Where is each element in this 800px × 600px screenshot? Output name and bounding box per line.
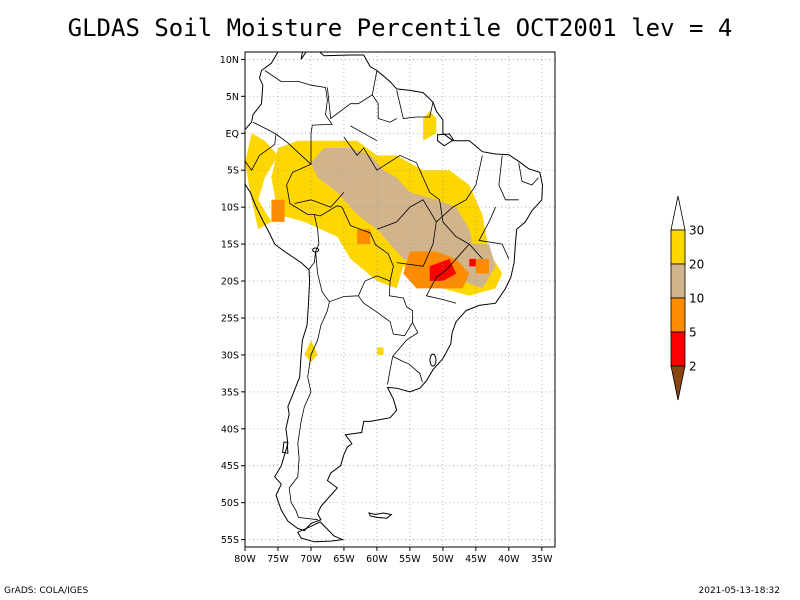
border-line-15 [436, 155, 483, 223]
coastline-and-borders [245, 52, 544, 543]
lon-tick-label: 80W [234, 554, 256, 565]
border-line-18 [294, 192, 345, 208]
lat-tick-label: 45S [221, 461, 239, 472]
border-line-8 [288, 301, 330, 521]
border-line-2 [371, 94, 397, 123]
border-line-16 [425, 243, 470, 304]
region-10-20-5 [311, 148, 476, 274]
border-line-14 [376, 199, 437, 267]
soil-moisture-field [245, 111, 503, 363]
lat-tick-label: 40S [221, 424, 239, 435]
region-20-30-1 [245, 133, 278, 230]
lat-tick-label: 50S [221, 498, 239, 509]
lat-tick-label: 10S [221, 203, 239, 214]
border-line-4 [245, 121, 277, 171]
lat-tick-label: 30S [221, 350, 239, 361]
region-2-5-11 [429, 258, 457, 281]
lon-tick-label: 55W [399, 554, 421, 565]
lake-titicaca [312, 247, 320, 253]
region-2-5-12 [469, 258, 476, 267]
region-5-10-10 [357, 229, 371, 245]
colorbar-segment-2-5 [670, 331, 686, 367]
lat-tick-label: 10N [220, 55, 239, 66]
map-title: GLDAS Soil Moisture Percentile OCT2001 l… [67, 14, 733, 42]
region-5-10-9 [475, 258, 489, 274]
border-line-17 [478, 206, 510, 260]
grads-credit: GrADS: COLA/IGES [4, 586, 89, 596]
border-line-9 [358, 295, 413, 337]
chiloe-island-coastline [282, 441, 289, 454]
border-line-12 [387, 356, 394, 385]
colorbar-segment-5-10 [670, 297, 686, 333]
border-line-7 [315, 251, 391, 303]
colorbar-segment-10-20 [670, 263, 686, 299]
border-line-13 [343, 136, 483, 260]
lon-tick-label: 65W [333, 554, 355, 565]
colorbar-above-30 [670, 195, 686, 231]
region-20-30-4 [376, 347, 384, 355]
lon-tick-label: 35W [531, 554, 553, 565]
lat-tick-label: EQ [226, 129, 239, 140]
border-line-20 [498, 155, 519, 201]
lagoa-dos-patos [429, 353, 437, 367]
lon-tick-label: 45W [465, 554, 487, 565]
lat-tick-label: 55S [221, 535, 239, 546]
lon-tick-label: 75W [267, 554, 289, 565]
tierra-del-fuego-coastline [297, 521, 345, 543]
falkland-islands-coastline [368, 512, 393, 519]
south-america-coastline [245, 52, 544, 532]
border-line-11 [392, 356, 423, 383]
latitude-tick-labels: 10N 5N EQ 5S 10S 15S 20S 25S 30S 35S 40S 45S 50S 55S [220, 55, 239, 546]
lat-tick-label: 5N [226, 92, 239, 103]
lon-tick-label: 70W [300, 554, 322, 565]
colorbar-segment-20-30 [670, 229, 686, 265]
border-line-6 [314, 205, 394, 282]
lat-tick-label: 20S [221, 277, 239, 288]
colorbar-below-2 [670, 365, 686, 401]
border-line-10 [388, 280, 419, 357]
lat-tick-label: 25S [221, 313, 239, 324]
lat-tick-label: 35S [221, 387, 239, 398]
colorbar-label: 5 [689, 326, 697, 340]
border-line-0 [264, 70, 333, 165]
marajo-island-coastline [437, 133, 455, 147]
lon-tick-label: 50W [432, 554, 454, 565]
timestamp: 2021-05-13-18:32 [698, 586, 781, 596]
lat-tick-label: 5S [227, 166, 239, 177]
lon-tick-label: 60W [366, 554, 388, 565]
region-5-10-8 [271, 199, 285, 222]
colorbar-label: 2 [689, 360, 697, 374]
region-20-30-3 [304, 340, 318, 363]
colorbar-label: 30 [689, 224, 704, 238]
border-line-21 [518, 162, 539, 186]
border-line-19 [350, 125, 378, 142]
map-frame [244, 51, 556, 548]
lat-tick-label: 15S [221, 240, 239, 251]
border-line-3 [396, 90, 434, 119]
lat-lon-grid [241, 52, 555, 551]
border-line-1 [327, 70, 378, 120]
lon-tick-label: 40W [498, 554, 520, 565]
colorbar-legend: 2 5 10 20 30 [670, 195, 704, 401]
colorbar-label: 20 [689, 258, 704, 272]
colorbar-label: 10 [689, 292, 704, 306]
longitude-tick-labels: 80W 75W 70W 65W 60W 55W 50W 45W 40W 35W [234, 554, 553, 565]
